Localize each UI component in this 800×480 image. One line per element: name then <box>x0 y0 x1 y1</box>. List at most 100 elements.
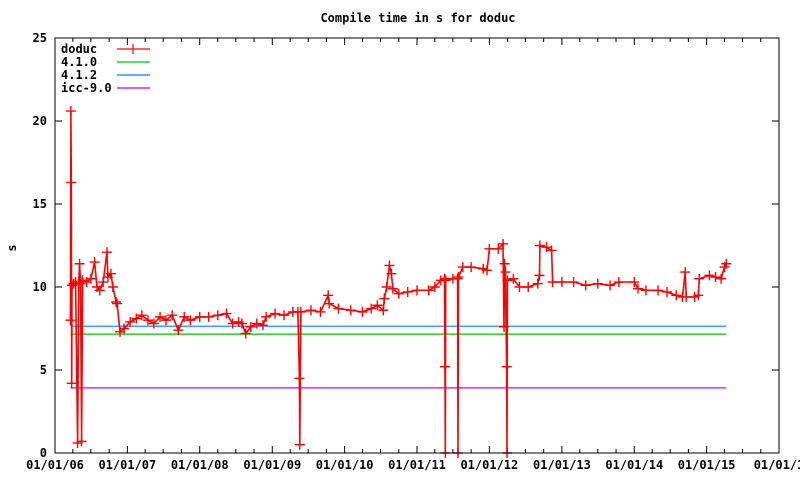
data-point <box>412 285 422 296</box>
chart-title: Compile time in s for doduc <box>320 11 515 25</box>
data-point <box>161 315 172 326</box>
data-point <box>466 262 477 273</box>
data-point <box>236 318 247 329</box>
data-point <box>629 277 640 288</box>
x-tick-label: 01/01/07 <box>98 458 156 472</box>
data-point <box>429 282 440 292</box>
data-point <box>85 273 96 284</box>
plot-area <box>65 106 732 458</box>
data-point <box>508 273 519 284</box>
legend-label: 4.1.2 <box>61 68 97 82</box>
data-point <box>568 277 579 288</box>
data-point <box>499 321 510 332</box>
data-point <box>402 286 413 297</box>
data-point <box>556 277 567 288</box>
x-tick-label: 01/01/1 <box>754 458 800 472</box>
data-point <box>580 280 591 291</box>
data-point <box>366 303 377 314</box>
x-tick-label: 01/01/09 <box>243 458 301 472</box>
data-point <box>514 282 525 292</box>
data-point <box>305 305 316 316</box>
data-point <box>592 278 603 289</box>
data-point <box>534 240 545 251</box>
data-point <box>710 272 721 283</box>
data-point <box>493 243 504 254</box>
y-tick-label: 0 <box>40 446 47 460</box>
data-point <box>295 306 306 317</box>
axis-ticks: 0 5 10 15 20 25 01/01/06 01/01/07 01/01/08 01/01/… <box>26 31 800 472</box>
data-point <box>212 310 223 321</box>
data-point <box>270 308 281 319</box>
x-tick-label: 01/01/10 <box>316 458 374 472</box>
data-point <box>324 298 335 309</box>
data-point <box>452 273 463 284</box>
data-point <box>378 305 389 316</box>
data-point <box>66 378 77 389</box>
y-tick-label: 5 <box>40 363 47 377</box>
data-point <box>261 311 272 322</box>
data-point <box>484 243 495 254</box>
data-point <box>379 293 390 304</box>
data-point <box>101 247 112 258</box>
data-point <box>640 285 651 296</box>
data-point <box>315 306 326 317</box>
x-tick-label: 01/01/13 <box>533 458 591 472</box>
data-point <box>257 320 268 331</box>
data-point <box>680 267 691 278</box>
data-point <box>694 273 705 284</box>
data-point <box>245 321 256 332</box>
data-point <box>107 282 118 292</box>
data-point <box>203 311 214 322</box>
data-point <box>500 267 511 278</box>
data-point <box>671 290 682 301</box>
x-tick-label: 01/01/14 <box>605 458 663 472</box>
data-point <box>74 258 85 269</box>
data-point <box>546 245 557 256</box>
data-point <box>173 325 184 336</box>
data-point <box>323 290 334 301</box>
data-point <box>294 439 305 450</box>
y-axis-label: s <box>5 244 19 251</box>
data-point <box>523 282 534 292</box>
series-line-doduc <box>69 110 728 454</box>
data-point <box>155 311 166 322</box>
data-point <box>501 361 512 372</box>
data-point <box>693 290 704 301</box>
y-tick-label: 25 <box>33 31 47 45</box>
data-point <box>547 277 558 288</box>
data-point <box>98 277 109 288</box>
data-point <box>661 286 672 297</box>
data-point <box>393 288 404 299</box>
data-point <box>499 258 510 269</box>
data-point <box>345 305 356 316</box>
data-point <box>605 280 616 291</box>
data-point <box>498 238 509 249</box>
data-point <box>125 316 136 327</box>
y-tick-label: 15 <box>33 197 47 211</box>
data-point <box>633 283 644 294</box>
legend-label: icc-9.0 <box>61 81 112 95</box>
data-point <box>294 373 305 384</box>
data-point <box>721 258 732 269</box>
data-point <box>384 260 395 271</box>
data-point <box>423 285 434 296</box>
data-point <box>185 315 196 326</box>
legend-label: 4.1.0 <box>61 55 97 69</box>
data-point <box>278 310 289 321</box>
data-point <box>387 283 398 294</box>
data-point <box>131 313 142 324</box>
data-point <box>142 315 153 326</box>
y-tick-label: 10 <box>33 280 47 294</box>
data-point <box>65 315 76 326</box>
data-point <box>89 257 100 268</box>
data-point <box>76 436 87 447</box>
data-point <box>481 265 492 276</box>
x-tick-label: 01/01/15 <box>678 458 736 472</box>
data-point <box>118 323 129 334</box>
x-tick-label: 01/01/12 <box>460 458 518 472</box>
x-tick-label: 01/01/11 <box>388 458 446 472</box>
data-point <box>333 303 344 314</box>
data-point <box>704 270 715 281</box>
